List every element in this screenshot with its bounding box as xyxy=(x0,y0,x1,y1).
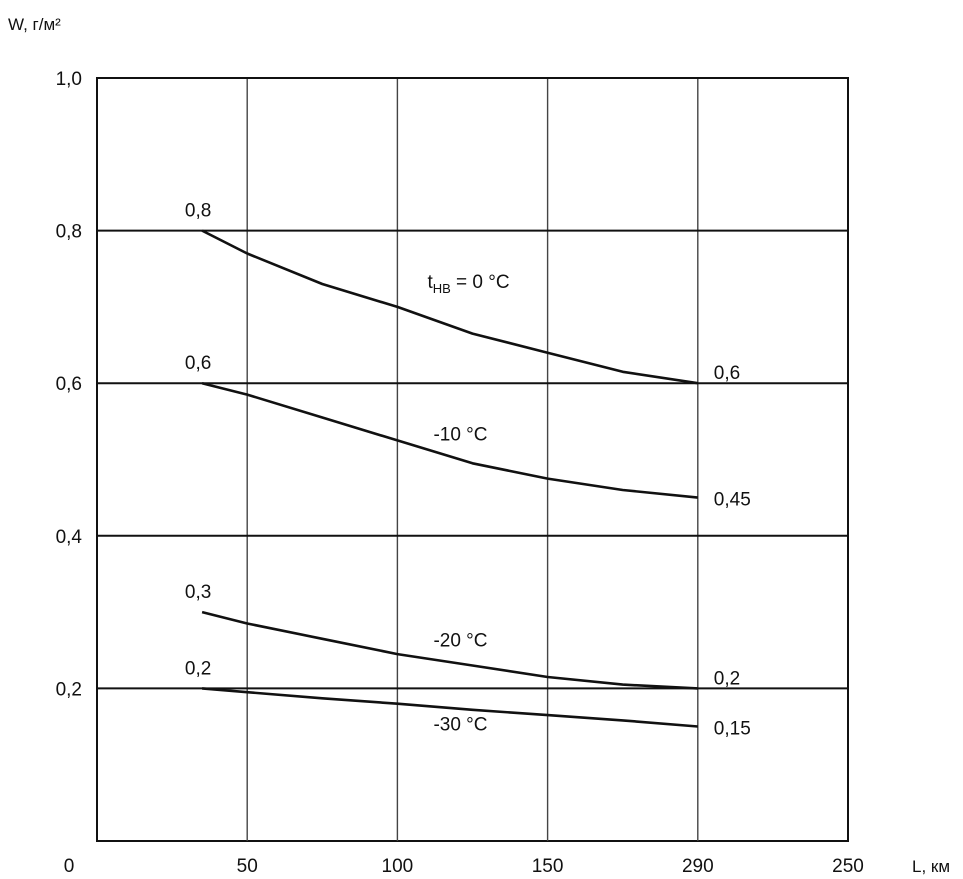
x-tick-label: 290 xyxy=(682,856,714,877)
series-label: tНВ = 0 °C xyxy=(427,272,509,296)
start-value-label: 0,6 xyxy=(185,353,211,374)
y-axis-title: W, г/м² xyxy=(8,15,61,34)
y-tick-label: 0,2 xyxy=(56,679,82,700)
end-value-label: 0,6 xyxy=(714,363,740,384)
y-tick-label: 0,8 xyxy=(56,222,82,243)
x-tick-label: 250 xyxy=(832,856,864,877)
series-label: -10 °C xyxy=(433,424,487,445)
end-value-label: 0,45 xyxy=(714,490,751,511)
y-tick-label: 0,6 xyxy=(56,374,82,395)
start-value-label: 0,2 xyxy=(185,658,211,679)
x-tick-label: 150 xyxy=(532,856,564,877)
y-tick-label: 1,0 xyxy=(56,69,82,90)
start-value-label: 0,3 xyxy=(185,582,211,603)
end-value-label: 0,2 xyxy=(714,668,740,689)
series-label: -20 °C xyxy=(433,630,487,651)
x-tick-label: 50 xyxy=(237,856,258,877)
x-axis-title: L, км xyxy=(912,857,950,876)
y-tick-labels: 0,2 0,4 0,6 0,8 1,0 xyxy=(56,69,83,700)
x-tick-label: 0 xyxy=(64,856,75,877)
x-tick-labels: 0 50 100 150 290 250 xyxy=(64,856,864,877)
y-tick-label: 0,4 xyxy=(56,527,83,548)
start-value-label: 0,8 xyxy=(185,201,211,222)
series-label: -30 °C xyxy=(433,714,487,735)
data-series xyxy=(202,231,698,727)
series-line xyxy=(202,231,698,384)
x-tick-label: 100 xyxy=(382,856,414,877)
annotations: 0,8 0,6 tНВ = 0 °C 0,6 0,45 -10 °C 0,3 0,2 -20 °… xyxy=(185,201,751,740)
end-value-label: 0,15 xyxy=(714,719,751,740)
